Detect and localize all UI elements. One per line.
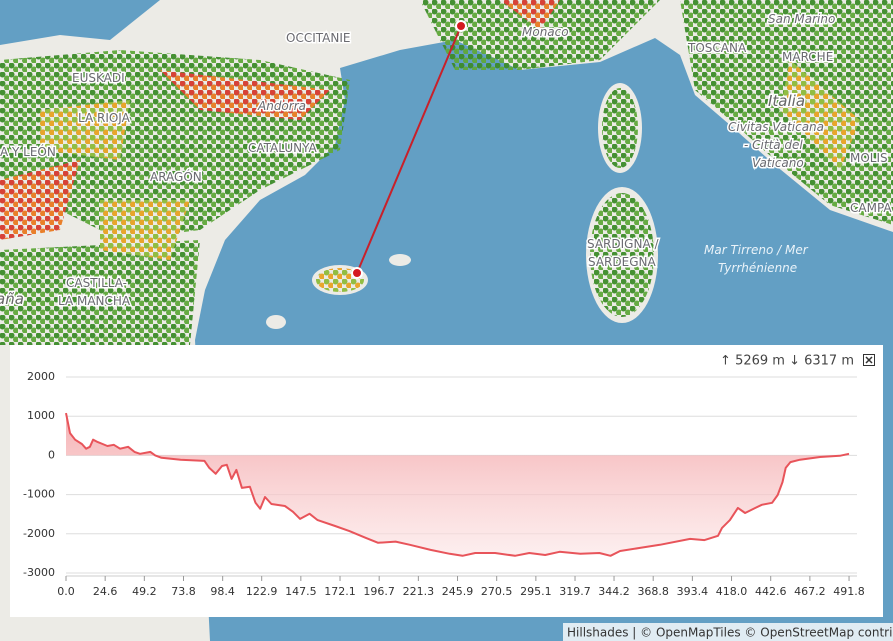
map-label: CASTILLA-: [66, 276, 127, 290]
elevation-chart: -3000 -2000 -1000 0 1000 2000 0.0 24.6 49.2 73.8 9…: [23, 370, 865, 598]
map-label: Italia: [768, 92, 805, 110]
map-label: Andorra: [257, 99, 306, 113]
x-tick-label: 0.0: [57, 585, 75, 598]
island: [389, 254, 411, 266]
y-tick-label: 0: [48, 448, 55, 461]
map-label: Monaco: [522, 25, 569, 39]
x-tick-label: 196.7: [363, 585, 395, 598]
x-tick-label: 418.0: [716, 585, 748, 598]
x-tick-label: 73.8: [171, 585, 196, 598]
route-line: [356, 25, 462, 274]
x-tick-label: 368.8: [637, 585, 669, 598]
elevation-line: [65, 412, 850, 557]
map-label: SARDEGNA: [588, 255, 656, 269]
x-tick-label: 270.5: [481, 585, 513, 598]
map-label: Vaticano: [752, 156, 804, 170]
map-labels: OCCITANIE Monaco San Marino EUSKADI Ando…: [0, 11, 893, 310]
map-label: TOSCANA: [687, 41, 747, 55]
x-tick-label: 344.2: [598, 585, 630, 598]
x-tick-label: 147.5: [285, 585, 317, 598]
y-tick-label: 1000: [27, 409, 55, 422]
x-tick-label: 49.2: [132, 585, 157, 598]
x-tick-label: 319.7: [559, 585, 591, 598]
y-tick-label: 2000: [27, 370, 55, 383]
map-label: MOLIS: [850, 151, 888, 165]
route-start[interactable]: [455, 20, 467, 32]
y-tick-label: -1000: [23, 488, 55, 501]
x-tick-label: 24.6: [93, 585, 118, 598]
map-label: EUSKADI: [72, 71, 125, 85]
x-tick-label: 295.1: [520, 585, 552, 598]
y-tick-label: -3000: [23, 566, 55, 579]
x-tick-label: 467.2: [794, 585, 826, 598]
map-label: MARCHE: [782, 50, 833, 64]
x-tick-label: 98.4: [210, 585, 235, 598]
x-tick-label: 172.1: [324, 585, 356, 598]
map-label: CAMPA: [850, 201, 892, 215]
map-label: SARDIGNA /: [587, 237, 659, 251]
map-label: aña: [0, 290, 24, 308]
elevation-stats: ↑ 5269 m ↓ 6317 m: [720, 354, 854, 369]
map-label: CATALUNYA: [248, 141, 318, 155]
x-tick-label: 442.6: [755, 585, 787, 598]
attribution-background: [563, 623, 893, 641]
x-tick-label: 122.9: [246, 585, 278, 598]
sea-label: Mar Tirreno / Mer: [704, 243, 809, 257]
x-tick-label: 393.4: [677, 585, 709, 598]
map-label: ARAGÓN: [150, 169, 202, 184]
attribution: Hillshades | © OpenMapTiles © OpenStreet…: [567, 626, 893, 640]
close-button[interactable]: [863, 354, 875, 366]
area-fill: [66, 413, 850, 556]
hotspots: [0, 0, 893, 345]
sea-label: Tyrrhénienne: [718, 261, 797, 275]
x-tick-label: 491.8: [833, 585, 865, 598]
map-label: Civitas Vaticana: [728, 120, 824, 134]
sea: [0, 0, 160, 45]
route-end[interactable]: [351, 267, 363, 279]
map-label: A Y LEÓN: [0, 144, 56, 159]
map-label: OCCITANIE: [286, 31, 350, 45]
map-label: San Marino: [768, 12, 835, 26]
x-tick-label: 245.9: [442, 585, 474, 598]
x-tick-label: 221.3: [403, 585, 435, 598]
elevation-panel: ↑ 5269 m ↓ 6317 m -3000 -2000 -1000 0 1000 20…: [10, 345, 883, 617]
y-tick-label: -2000: [23, 527, 55, 540]
map-label: LA MANCHA: [58, 294, 131, 308]
island: [266, 315, 286, 329]
map-label: LA RIOJA: [78, 111, 131, 125]
map-label: - Città del: [744, 138, 803, 152]
